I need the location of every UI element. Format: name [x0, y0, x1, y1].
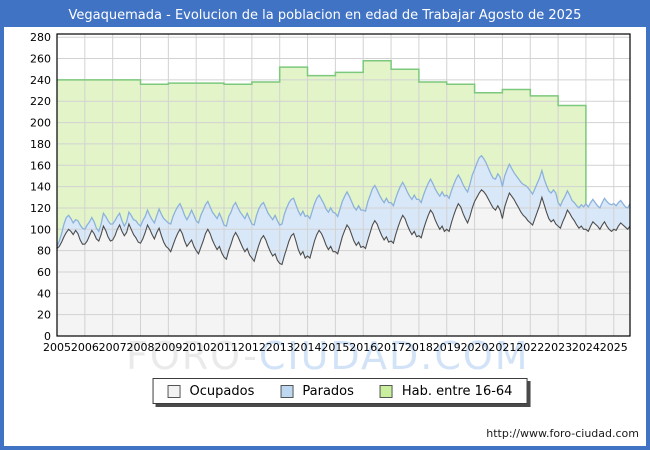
- legend-label-hab: Hab. entre 16-64: [401, 383, 513, 399]
- hab-swatch-icon: [379, 384, 393, 398]
- x-tick-label: 2019: [433, 341, 461, 354]
- x-tick-label: 2022: [516, 341, 544, 354]
- y-tick-label: 160: [30, 159, 51, 172]
- x-tick-label: 2008: [127, 341, 155, 354]
- parados-swatch-icon: [280, 384, 294, 398]
- x-tick-label: 2013: [266, 341, 294, 354]
- legend-item-ocupados: Ocupados: [167, 383, 255, 399]
- ocupados-swatch-icon: [167, 384, 181, 398]
- y-tick-label: 20: [37, 309, 51, 322]
- y-tick-label: 240: [30, 74, 51, 87]
- x-tick-label: 2025: [600, 341, 628, 354]
- y-tick-label: 100: [30, 223, 51, 236]
- legend-item-parados: Parados: [280, 384, 354, 399]
- legend-label-ocupados: Ocupados: [189, 383, 255, 399]
- x-tick-label: 2018: [405, 341, 433, 354]
- x-tick-label: 2009: [154, 341, 182, 354]
- x-tick-label: 2005: [43, 341, 71, 354]
- x-tick-label: 2006: [71, 341, 99, 354]
- ocupados-line: [56, 188, 631, 266]
- source-url: http://www.foro-ciudad.com: [486, 427, 639, 440]
- y-tick-label: 120: [30, 202, 51, 215]
- y-tick-label: 60: [37, 266, 51, 279]
- x-tick-label: 2023: [544, 341, 572, 354]
- y-tick-label: 180: [30, 138, 51, 151]
- x-tick-label: 2017: [377, 341, 405, 354]
- x-tick-label: 2012: [238, 341, 266, 354]
- y-tick-label: 280: [30, 31, 51, 44]
- x-tick-label: 2010: [182, 341, 210, 354]
- legend-item-hab: Hab. entre 16-64: [379, 383, 513, 399]
- y-tick-label: 200: [30, 117, 51, 130]
- watermark-part2: CIUDAD.COM: [258, 334, 530, 378]
- x-tick-label: 2016: [349, 341, 377, 354]
- page-title: Vegaquemada - Evolucion de la poblacion …: [4, 4, 646, 27]
- y-tick-label: 40: [37, 287, 51, 300]
- x-tick-label: 2024: [572, 341, 600, 354]
- y-tick-label: 220: [30, 95, 51, 108]
- plot-border: [56, 33, 631, 337]
- x-tick-label: 2015: [321, 341, 349, 354]
- x-tick-label: 2021: [488, 341, 516, 354]
- chart-legend: Ocupados Parados Hab. entre 16-64: [152, 378, 528, 404]
- watermark-part1: FORO-: [126, 334, 259, 378]
- parados-line: [56, 154, 631, 247]
- hab-line: [57, 59, 587, 204]
- y-tick-label: 140: [30, 181, 51, 194]
- x-tick-label: 2014: [294, 341, 322, 354]
- y-tick-label: 0: [44, 330, 51, 343]
- ocupados-area: [57, 189, 630, 336]
- x-tick-label: 2007: [99, 341, 127, 354]
- y-tick-label: 80: [37, 245, 51, 258]
- foro-ciudad-watermark: FORO-CIUDAD.COM: [126, 334, 530, 378]
- population-area-chart: 0 20 40 60 80 100 120 140 160 180 200 220 240 260 280 2…: [30, 31, 631, 354]
- y-tick-label: 260: [30, 53, 51, 66]
- x-tick-label: 2020: [461, 341, 489, 354]
- legend-label-parados: Parados: [302, 383, 354, 399]
- x-tick-label: 2011: [210, 341, 238, 354]
